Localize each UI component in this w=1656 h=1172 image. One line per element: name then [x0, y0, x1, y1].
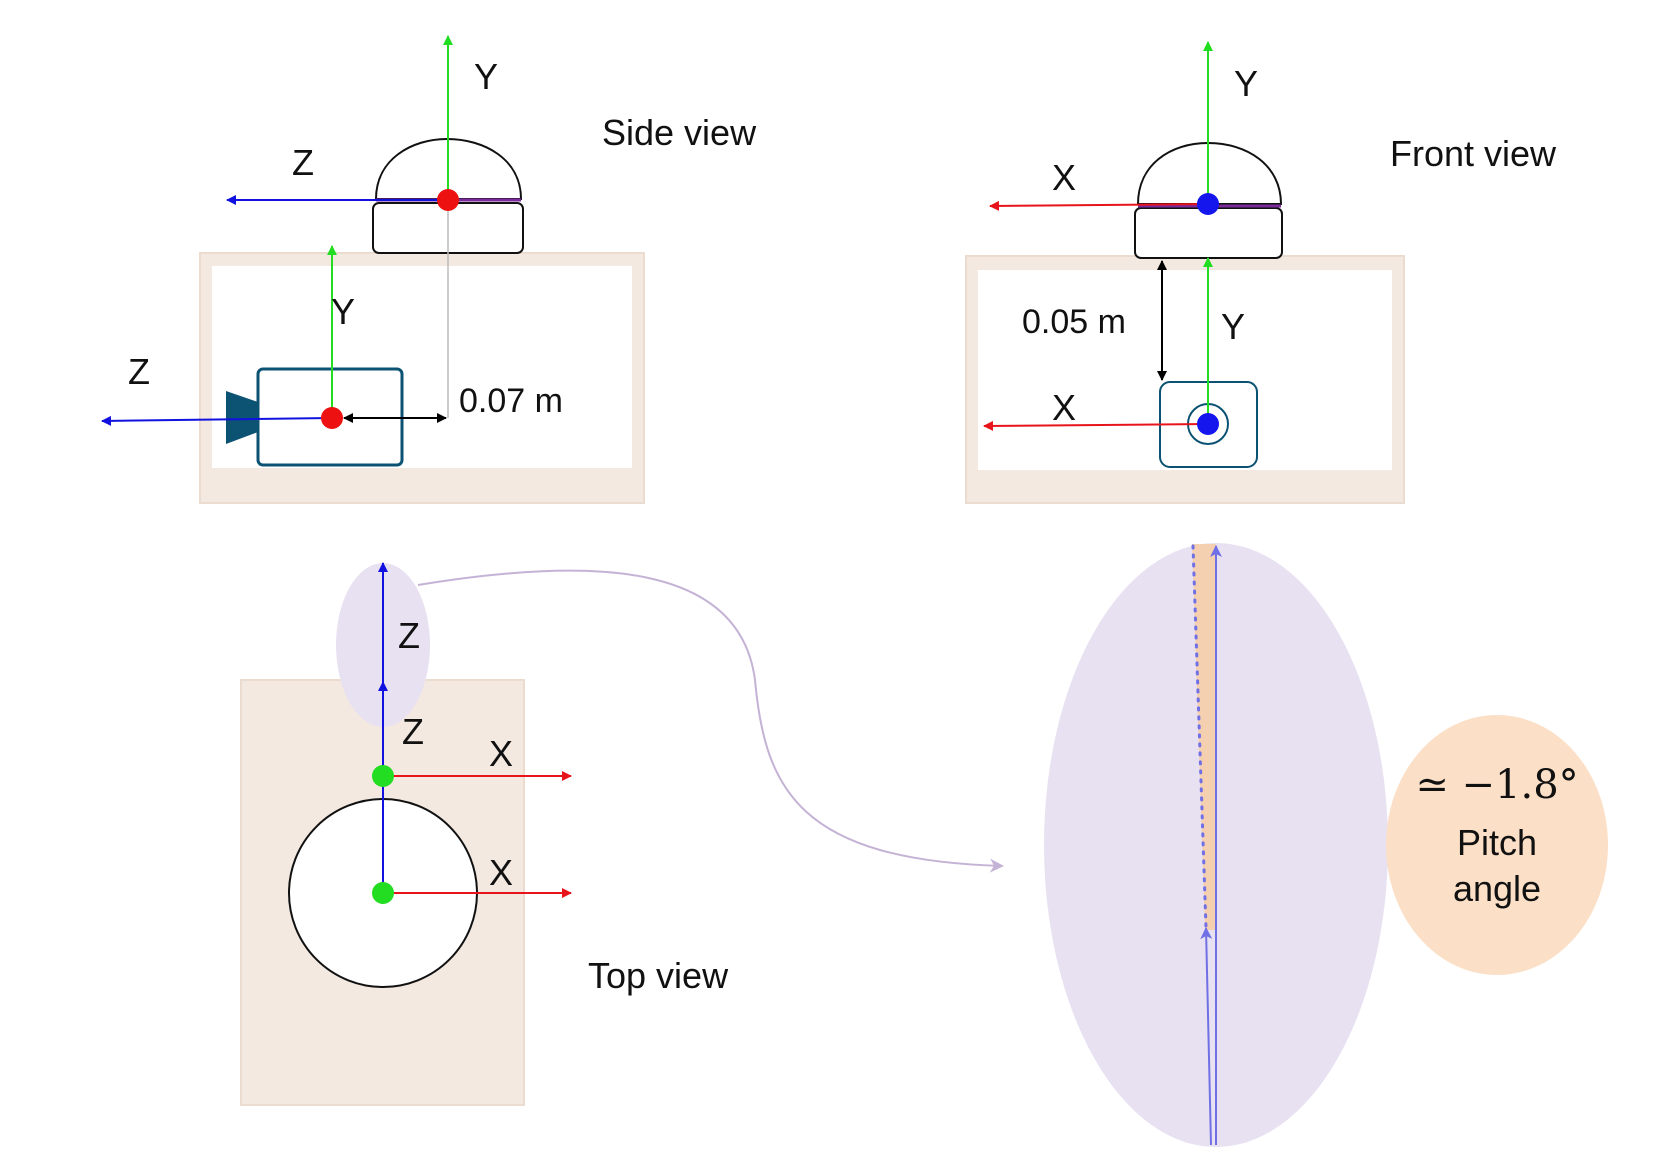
- top-view-title: Top view: [588, 955, 729, 996]
- pitch-angle-label-line1: Pitch: [1457, 822, 1537, 863]
- angle-wedge: [1192, 544, 1216, 930]
- front-lidar-y-label: Y: [1234, 63, 1258, 104]
- side-camera-origin: [321, 407, 343, 429]
- front-lidar-x-axis: [989, 200, 1209, 211]
- front-view-title: Front view: [1390, 133, 1557, 174]
- side-lidar-z-label: Z: [292, 142, 314, 183]
- side-view-panel: Y Z Y Z 0.07 m Side view: [101, 35, 757, 504]
- side-view-title: Side view: [602, 112, 757, 153]
- zoom-connector-arrow: [417, 569, 1004, 873]
- top-lidar-z-label: Z: [402, 711, 424, 752]
- side-camera-z-label: Z: [128, 351, 150, 392]
- zoom-detail-panel: ≃ −1.8° Pitch angle: [1044, 543, 1608, 1147]
- front-camera-x-label: X: [1052, 387, 1076, 428]
- front-lidar-origin: [1197, 193, 1219, 215]
- front-view-panel: Y X Y X 0.05 m Front view: [965, 41, 1557, 504]
- zoom-camera-z-axis: [1200, 927, 1213, 1146]
- side-lidar-y-label: Y: [474, 56, 498, 97]
- pitch-angle-bubble: [1386, 715, 1608, 975]
- front-lidar-x-label: X: [1052, 157, 1076, 198]
- zoom-dotted-reference: [1191, 544, 1208, 930]
- side-lidar-origin: [437, 189, 459, 211]
- top-camera-x-label: X: [489, 733, 513, 774]
- front-camera-x-axis: [983, 420, 1209, 431]
- top-lidar-x-label: X: [489, 852, 513, 893]
- side-camera-y-label: Y: [331, 291, 355, 332]
- pitch-angle-value: ≃ −1.8°: [1415, 762, 1578, 808]
- top-lidar-origin: [372, 882, 394, 904]
- front-distance-label: 0.05 m: [1022, 303, 1126, 341]
- top-view-panel: Z Z X X Top view: [240, 562, 729, 1106]
- front-camera-y-label: Y: [1221, 306, 1245, 347]
- lidar-icon: [1134, 141, 1283, 259]
- front-camera-origin: [1197, 413, 1219, 435]
- pitch-angle-label-line2: angle: [1453, 868, 1541, 909]
- side-distance-label: 0.07 m: [459, 382, 563, 420]
- top-camera-origin: [372, 765, 394, 787]
- top-camera-z-label: Z: [398, 615, 420, 656]
- side-camera-z-axis: [101, 415, 333, 426]
